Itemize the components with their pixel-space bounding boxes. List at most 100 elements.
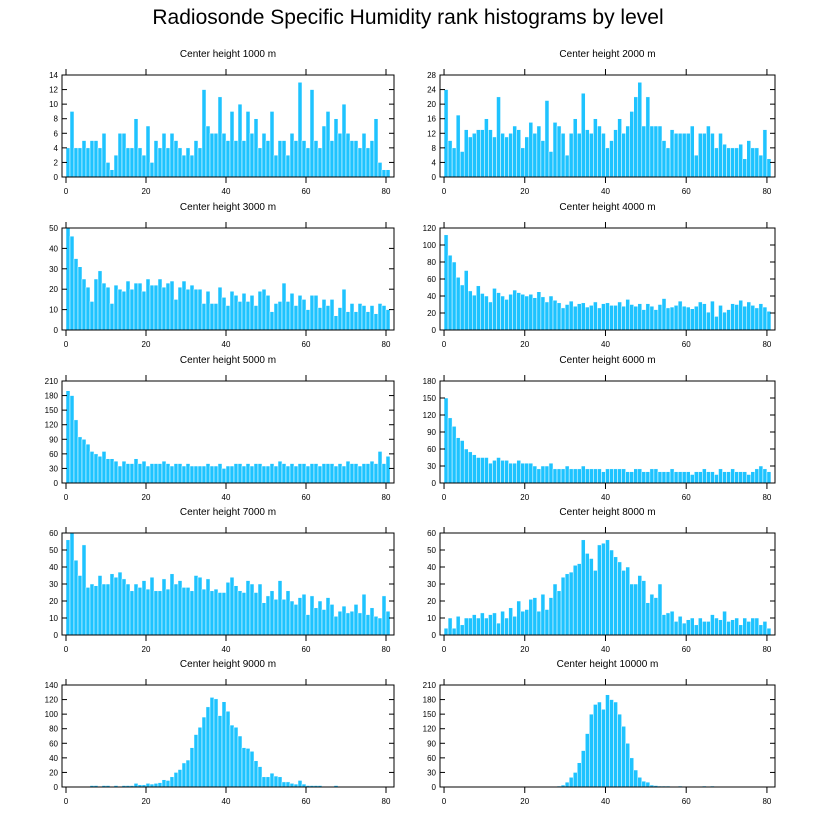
histogram-bar xyxy=(576,563,582,636)
histogram-bar xyxy=(165,463,171,484)
histogram-bar xyxy=(552,300,558,331)
histogram-bar xyxy=(524,462,530,484)
histogram-bar xyxy=(766,311,772,331)
histogram-bar xyxy=(225,140,231,178)
histogram-bar xyxy=(661,614,667,636)
x-tick-label: 0 xyxy=(64,797,69,806)
histogram-bar xyxy=(349,463,355,484)
x-tick-label: 0 xyxy=(64,493,69,502)
histogram-bar xyxy=(484,617,489,636)
histogram-bar xyxy=(357,612,363,636)
histogram-bar xyxy=(333,465,339,484)
histogram-bar xyxy=(381,595,387,636)
y-tick-label: 80 xyxy=(427,258,436,267)
y-tick-label: 10 xyxy=(49,100,58,109)
histogram-bar xyxy=(694,624,699,636)
histogram-bar xyxy=(89,140,95,178)
histogram-bar xyxy=(605,302,610,331)
y-tick-label: 20 xyxy=(49,597,58,606)
histogram-bar xyxy=(516,129,521,178)
y-tick-label: 150 xyxy=(423,394,437,403)
histogram-bar xyxy=(133,282,139,331)
histogram-bar xyxy=(173,583,179,636)
histogram-bar xyxy=(253,760,259,788)
histogram-bar xyxy=(443,627,449,636)
histogram-bar xyxy=(536,610,542,636)
histogram-bar xyxy=(89,301,95,331)
histogram-bar xyxy=(233,463,239,484)
histogram-bar xyxy=(451,426,457,484)
panel-title: Center height 4000 m xyxy=(559,202,655,213)
y-tick-label: 16 xyxy=(427,115,436,124)
histogram-bar xyxy=(568,468,574,484)
histogram-bar xyxy=(361,133,367,178)
histogram-bar xyxy=(593,301,598,331)
histogram-bar xyxy=(492,460,497,484)
histogram-bar xyxy=(117,133,123,178)
histogram-bar xyxy=(657,471,663,484)
histogram-bar xyxy=(221,468,227,484)
y-tick-label: 0 xyxy=(54,326,59,335)
histogram-bar xyxy=(133,118,139,178)
histogram-bar xyxy=(373,313,379,331)
x-tick-label: 20 xyxy=(520,493,529,502)
histogram-bar xyxy=(468,617,473,636)
histogram-bar xyxy=(229,465,235,484)
histogram-bar xyxy=(289,133,295,178)
histogram-bar xyxy=(245,748,251,788)
histogram-bar xyxy=(746,301,752,331)
y-tick-label: 150 xyxy=(423,710,437,719)
histogram-bar xyxy=(201,588,207,636)
histogram-bar xyxy=(742,617,747,636)
histogram-bar xyxy=(447,254,453,331)
histogram-bar xyxy=(532,465,538,484)
histogram-bar xyxy=(161,460,167,484)
histogram-bar xyxy=(480,612,485,636)
histogram-bar xyxy=(576,133,582,178)
histogram-bar xyxy=(121,133,127,178)
histogram-bar xyxy=(237,301,243,331)
histogram-bar xyxy=(540,465,546,484)
histogram-bar xyxy=(685,619,691,636)
histogram-bar xyxy=(605,468,610,484)
histogram-bar xyxy=(365,463,371,484)
histogram-bar xyxy=(329,463,335,484)
histogram-bar xyxy=(597,701,602,788)
y-tick-label: 0 xyxy=(54,783,59,792)
histogram-bar xyxy=(373,118,379,178)
histogram-bar xyxy=(125,463,131,484)
x-tick-label: 40 xyxy=(222,493,231,502)
histogram-bar xyxy=(225,465,231,484)
histogram-bar xyxy=(345,460,351,484)
histogram-bar xyxy=(277,580,283,636)
x-tick-label: 0 xyxy=(442,187,447,196)
histogram-bar xyxy=(601,542,606,636)
histogram-bar xyxy=(552,583,558,636)
histogram-bar xyxy=(673,621,679,636)
histogram-bar xyxy=(496,292,501,331)
histogram-bar xyxy=(281,282,287,331)
histogram-bar xyxy=(149,463,155,484)
histogram-bar xyxy=(145,125,151,178)
histogram-bar xyxy=(500,133,505,178)
histogram-bar xyxy=(297,597,303,636)
histogram-bar xyxy=(261,288,267,331)
histogram-bar xyxy=(500,295,505,331)
histogram-bar xyxy=(706,311,711,331)
histogram-bar xyxy=(321,299,327,331)
y-tick-label: 0 xyxy=(432,173,437,182)
histogram-bar xyxy=(742,305,747,331)
y-tick-label: 50 xyxy=(427,546,436,555)
histogram-bar xyxy=(101,451,107,484)
histogram-bar xyxy=(629,471,634,484)
histogram-bar xyxy=(313,295,319,331)
histogram-bar xyxy=(447,617,453,636)
histogram-bar xyxy=(689,617,695,636)
histogram-bar xyxy=(89,583,95,636)
histogram-bar xyxy=(576,468,582,484)
histogram-bar xyxy=(317,147,323,178)
y-tick-label: 180 xyxy=(45,392,59,401)
panel-title: Center height 9000 m xyxy=(180,659,276,670)
y-tick-label: 50 xyxy=(49,546,58,555)
histogram-bar xyxy=(185,463,191,484)
